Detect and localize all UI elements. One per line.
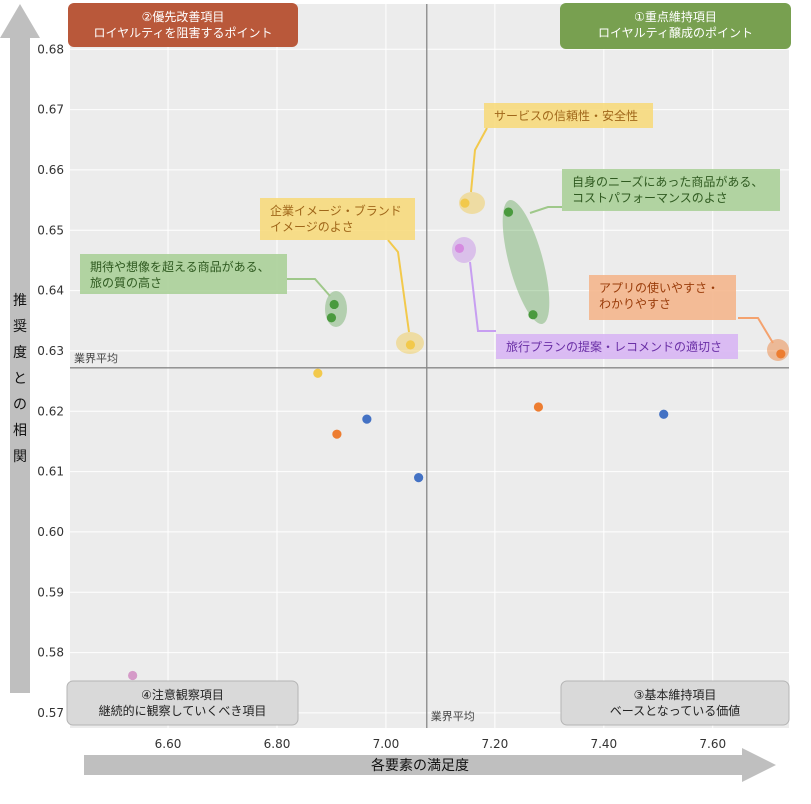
- x-tick-label: 7.60: [699, 737, 726, 751]
- x-axis-arrow: [84, 748, 776, 782]
- callout-label: アプリの使いやすさ・: [599, 280, 719, 295]
- highlight-ellipse: [452, 237, 476, 263]
- y-tick-label: 0.65: [37, 223, 64, 237]
- data-point: [128, 670, 138, 681]
- data-point: [776, 349, 786, 359]
- callout-connector: [529, 206, 562, 214]
- quadrant-title: ④注意観察項目: [141, 687, 224, 702]
- x-tick-label: 7.40: [590, 737, 617, 751]
- average-label-x: 業界平均: [431, 710, 475, 723]
- callout-label: 旅の質の高さ: [90, 275, 162, 290]
- quadrant-subtitle: 継続的に観察していくべき項目: [99, 703, 267, 718]
- y-tick-label: 0.68: [37, 42, 64, 56]
- y-tick-label: 0.60: [37, 525, 64, 539]
- data-point: [362, 414, 372, 424]
- y-tick-label: 0.64: [37, 284, 64, 298]
- data-point: [533, 402, 544, 412]
- x-tick-label: 7.20: [482, 737, 509, 751]
- callout-connector: [287, 278, 331, 297]
- data-point: [659, 409, 669, 419]
- callout-connector: [470, 127, 488, 193]
- quadrant-label-box: [68, 3, 298, 47]
- callout-label: サービスの信頼性・安全性: [494, 108, 638, 123]
- highlight-ellipse: [325, 291, 347, 327]
- data-point: [454, 243, 465, 253]
- y-tick-label: 0.61: [37, 465, 64, 479]
- callout-connector: [469, 261, 496, 332]
- y-axis-title-char: の: [13, 397, 27, 413]
- data-point: [326, 313, 337, 323]
- x-tick-label: 6.60: [155, 737, 182, 751]
- highlight-ellipse: [767, 339, 789, 361]
- callout-label: わかりやすさ: [599, 297, 671, 311]
- y-tick-label: 0.57: [37, 706, 64, 720]
- data-point: [332, 429, 342, 439]
- callout-label: 自身のニーズにあった商品がある、: [572, 174, 763, 189]
- average-label-y: 業界平均: [74, 352, 118, 365]
- callout-box: [562, 169, 780, 211]
- y-tick-label: 0.66: [37, 163, 64, 177]
- callout-label: イメージのよさ: [270, 220, 354, 234]
- y-tick-label: 0.62: [37, 404, 64, 418]
- data-point: [503, 207, 514, 217]
- data-point: [313, 368, 323, 378]
- y-axis-arrow: [0, 4, 40, 693]
- x-tick-label: 7.00: [373, 737, 400, 751]
- callout-connector: [387, 239, 410, 333]
- x-axis-title: 各要素の満足度: [371, 758, 469, 774]
- quadrant-subtitle: ロイヤルティを阻害するポイント: [94, 25, 273, 40]
- y-axis-title-char: 相: [13, 423, 27, 439]
- x-tick-label: 6.80: [264, 737, 291, 751]
- callout-label: コストパフォーマンスのよさ: [572, 191, 728, 205]
- callout-box: [80, 254, 287, 294]
- quadrant-title: ③基本維持項目: [634, 687, 717, 702]
- plot-area: [70, 4, 789, 728]
- callout-label: 企業イメージ・ブランド: [270, 203, 402, 218]
- data-point: [528, 310, 538, 320]
- callout-box: [496, 334, 738, 359]
- callout-connector: [738, 317, 774, 344]
- y-axis-title-char: 関: [13, 449, 27, 465]
- quadrant-title: ②優先改善項目: [142, 9, 225, 24]
- highlight-ellipse: [459, 192, 485, 214]
- quadrant-label-box: [560, 3, 791, 49]
- quadrant-subtitle: ベースとなっている価値: [610, 703, 740, 718]
- callout-box: [484, 103, 653, 128]
- callout-box: [260, 198, 415, 240]
- data-point: [460, 198, 470, 208]
- data-point: [329, 299, 339, 310]
- quadrant-label-box: [560, 680, 790, 726]
- quadrant-label-box: [66, 680, 299, 726]
- data-point: [414, 473, 424, 483]
- y-axis-title-char: 奨: [13, 319, 27, 335]
- y-tick-label: 0.58: [37, 646, 64, 660]
- y-tick-label: 0.67: [37, 103, 64, 117]
- quadrant-title: ①重点維持項目: [634, 9, 717, 24]
- callout-label: 旅行プランの提案・レコメンドの適切さ: [506, 339, 722, 354]
- callout-label: 期待や想像を超える商品がある、: [90, 259, 270, 274]
- y-axis-title-char: と: [13, 371, 27, 387]
- callout-box: [589, 275, 736, 320]
- quadrant-subtitle: ロイヤルティ醸成のポイント: [598, 26, 753, 40]
- y-tick-label: 0.63: [37, 344, 64, 358]
- y-tick-label: 0.59: [37, 585, 64, 599]
- y-axis-title-char: 推: [13, 293, 27, 309]
- highlight-ellipse: [502, 200, 550, 324]
- y-axis-title-char: 度: [13, 345, 27, 361]
- data-point: [405, 340, 416, 350]
